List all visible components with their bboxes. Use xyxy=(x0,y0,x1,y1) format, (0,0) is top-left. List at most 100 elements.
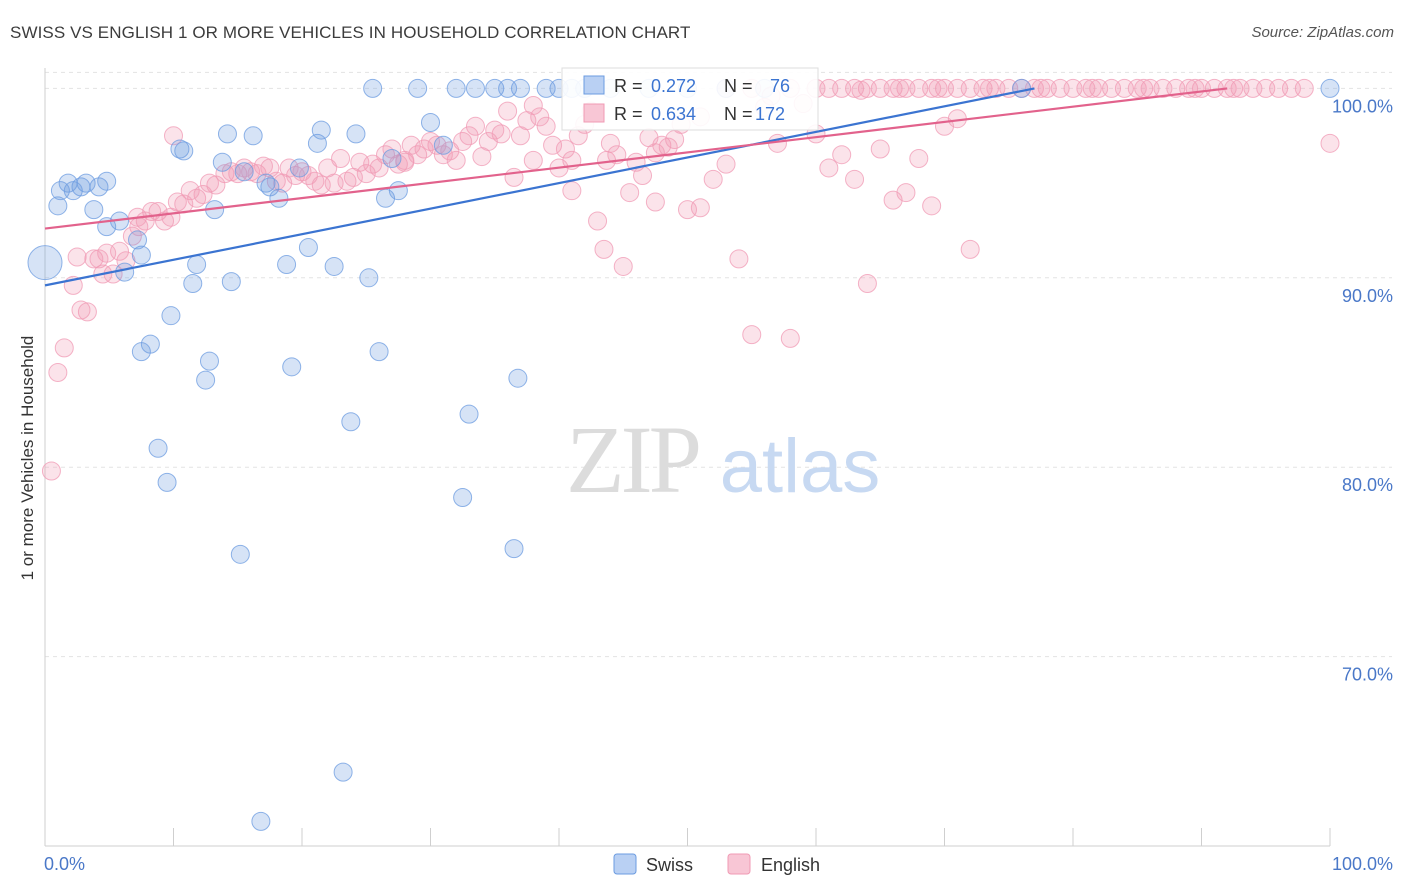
english-point xyxy=(562,181,582,201)
stats-legend-box: R = 0.272 N = 76 R = 0.634 N = 172 xyxy=(561,67,819,131)
swiss-point xyxy=(157,472,177,492)
english-point xyxy=(1320,133,1340,153)
english-point xyxy=(427,135,447,155)
english-point xyxy=(543,135,563,155)
english-point xyxy=(530,107,550,127)
legend-swiss-label: Swiss xyxy=(646,855,693,875)
swiss-point xyxy=(298,238,318,258)
swiss-point xyxy=(282,357,302,377)
watermark-atlas: atlas xyxy=(720,424,881,509)
english-point xyxy=(909,148,929,168)
swiss-point xyxy=(341,412,361,432)
english-point xyxy=(54,338,74,358)
swiss-point xyxy=(199,351,219,371)
swiss-point xyxy=(289,158,309,178)
axes xyxy=(44,68,1331,847)
swiss-point xyxy=(187,255,207,275)
swiss-point xyxy=(363,78,383,98)
watermark-zip: ZIP xyxy=(566,406,699,513)
trend-lines xyxy=(44,87,1228,287)
english-point xyxy=(77,302,97,322)
swiss-point xyxy=(504,539,524,559)
english-point xyxy=(241,162,261,182)
english-point xyxy=(485,120,505,140)
swiss-point xyxy=(453,488,473,508)
swiss-swatch xyxy=(583,75,605,95)
english-point xyxy=(819,158,839,178)
english-point xyxy=(498,101,518,121)
swiss-point xyxy=(508,368,528,388)
swiss-point xyxy=(346,124,366,144)
english-point xyxy=(870,139,890,159)
swiss-n-label: N = xyxy=(724,76,753,96)
english-point xyxy=(331,148,351,168)
english-point xyxy=(363,154,383,174)
english-point xyxy=(71,300,91,320)
english-point xyxy=(703,169,723,189)
english-point xyxy=(110,241,130,261)
swiss-r-label: R = xyxy=(614,76,643,96)
swiss-point xyxy=(388,181,408,201)
english-point xyxy=(1294,78,1314,98)
y-tick-label-70: 70.0% xyxy=(1342,665,1393,685)
english-point xyxy=(1134,78,1154,98)
english-point xyxy=(193,184,213,204)
english-point xyxy=(167,192,187,212)
english-r-label: R = xyxy=(614,104,643,124)
english-point xyxy=(491,124,511,144)
swiss-point xyxy=(140,334,160,354)
english-r-value: 0.634 xyxy=(651,104,696,124)
english-point xyxy=(780,328,800,348)
swiss-point xyxy=(269,188,289,208)
english-point xyxy=(896,183,916,203)
english-point xyxy=(1185,78,1205,98)
english-point xyxy=(253,156,273,176)
english-point xyxy=(292,162,312,182)
swiss-point xyxy=(359,268,379,288)
swiss-point xyxy=(311,120,331,140)
legend-english-swatch xyxy=(727,853,751,875)
english-n-value: 172 xyxy=(755,104,785,124)
swiss-point xyxy=(84,200,104,220)
english-swatch xyxy=(583,103,605,123)
english-point xyxy=(960,239,980,259)
swiss-r-value: 0.272 xyxy=(651,76,696,96)
swiss-point xyxy=(76,173,96,193)
english-point xyxy=(180,181,200,201)
swiss-point xyxy=(421,113,440,133)
y-tick-label-90: 90.0% xyxy=(1342,286,1393,306)
english-point xyxy=(928,78,948,98)
english-point xyxy=(67,247,87,267)
swiss-point xyxy=(183,273,203,293)
swiss-point xyxy=(324,256,344,276)
swiss-point xyxy=(27,245,63,281)
swiss-point xyxy=(196,370,216,390)
english-point xyxy=(613,256,633,276)
legend-swiss-swatch xyxy=(613,853,637,875)
swiss-point xyxy=(446,78,466,98)
swiss-point xyxy=(433,135,453,155)
english-point xyxy=(523,95,543,115)
english-point xyxy=(459,126,479,146)
english-trend-line xyxy=(44,87,1228,230)
x-tick-label-max: 100.0% xyxy=(1332,854,1393,874)
swiss-point xyxy=(408,78,428,98)
english-point xyxy=(155,211,175,231)
english-point xyxy=(729,249,749,269)
watermark: ZIP atlas xyxy=(566,406,880,513)
english-point xyxy=(305,171,325,191)
english-point xyxy=(645,192,665,212)
swiss-point xyxy=(131,245,151,265)
swiss-point xyxy=(251,811,271,831)
swiss-point xyxy=(369,342,389,362)
english-point xyxy=(536,116,556,136)
swiss-points xyxy=(27,78,1340,831)
swiss-point xyxy=(277,255,297,275)
english-point xyxy=(395,152,415,172)
english-points xyxy=(41,78,1340,481)
english-point xyxy=(690,198,710,218)
english-point xyxy=(1031,78,1051,98)
english-point xyxy=(84,249,104,269)
english-point xyxy=(588,211,608,231)
